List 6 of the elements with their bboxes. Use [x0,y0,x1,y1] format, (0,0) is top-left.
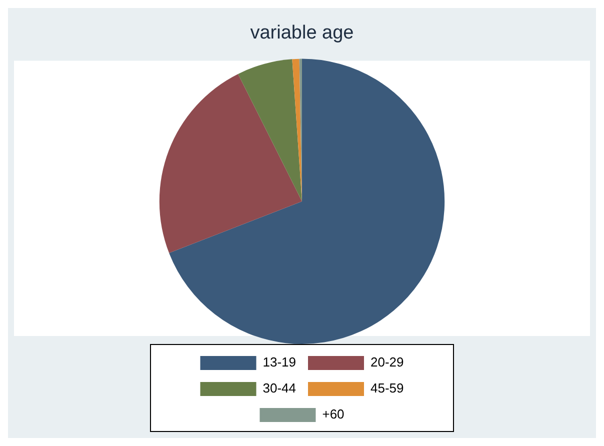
legend-label: 13-19 [262,354,296,370]
legend-label: 45-59 [370,380,404,396]
legend-label: 20-29 [370,354,404,370]
legend-label: 30-44 [262,380,296,396]
chart-title: variable age [250,22,354,44]
legend-label: +60 [322,406,344,422]
